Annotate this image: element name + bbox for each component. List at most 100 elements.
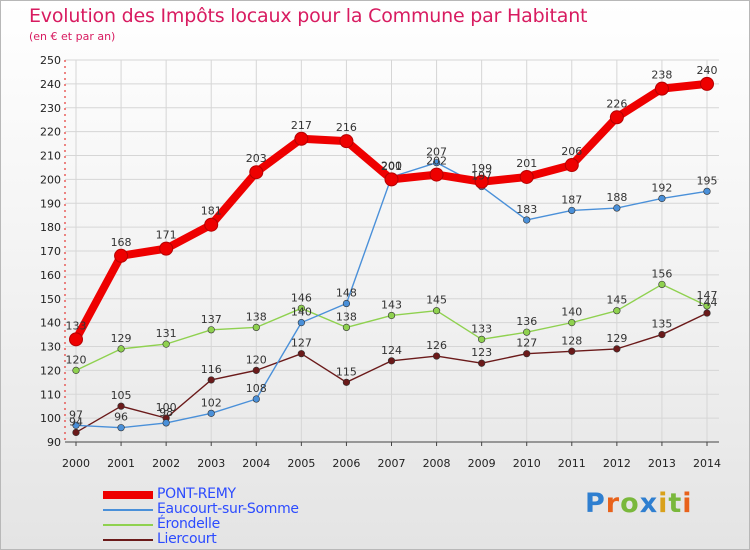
legend-swatch-erondelle xyxy=(103,523,153,526)
data-label: 140 xyxy=(561,306,582,319)
y-tick-label: 90 xyxy=(47,436,61,449)
data-label: 183 xyxy=(516,203,537,216)
y-tick-label: 220 xyxy=(40,126,61,139)
y-tick-label: 140 xyxy=(40,317,61,330)
y-tick-label: 100 xyxy=(40,412,61,425)
data-label: 128 xyxy=(561,334,582,347)
proxiti-logo: Proxiti xyxy=(585,488,693,519)
y-tick-label: 230 xyxy=(40,102,61,115)
x-tick-label: 2014 xyxy=(693,457,721,470)
data-point xyxy=(297,319,305,327)
data-label: 146 xyxy=(291,291,312,304)
data-label: 127 xyxy=(516,337,537,350)
data-point xyxy=(294,131,309,146)
data-label: 126 xyxy=(426,339,447,352)
data-point xyxy=(252,366,260,374)
data-point xyxy=(703,187,711,195)
data-label: 195 xyxy=(697,174,718,187)
data-label: 206 xyxy=(561,145,582,158)
data-point xyxy=(478,359,486,367)
data-label: 145 xyxy=(426,294,447,307)
data-label: 203 xyxy=(246,152,267,165)
data-point xyxy=(252,323,260,332)
data-point xyxy=(387,357,396,365)
data-label: 131 xyxy=(156,327,177,340)
legend-item-liercourt: Liercourt xyxy=(103,532,299,547)
legend-label-pont-remy: PONT-REMY xyxy=(157,486,236,502)
data-label: 96 xyxy=(114,411,128,424)
data-label: 143 xyxy=(381,298,402,311)
data-point xyxy=(613,204,621,212)
legend-swatch-eaucourt-sur-somme xyxy=(103,508,153,511)
data-point xyxy=(658,194,666,203)
data-label: 137 xyxy=(201,313,222,326)
data-label: 127 xyxy=(291,337,312,350)
legend-item-eaucourt-sur-somme: Eaucourt-sur-Somme xyxy=(103,502,299,517)
data-point xyxy=(613,345,621,353)
y-tick-label: 150 xyxy=(40,293,61,306)
data-point xyxy=(568,347,576,355)
data-label: 129 xyxy=(606,332,627,345)
data-label: 171 xyxy=(156,229,177,242)
data-point xyxy=(339,134,354,149)
data-label: 138 xyxy=(246,310,267,323)
data-label: 188 xyxy=(606,191,627,204)
x-tick-label: 2000 xyxy=(62,457,90,470)
grid xyxy=(65,59,719,443)
legend-label-erondelle: Érondelle xyxy=(157,516,220,532)
data-point xyxy=(342,323,351,332)
data-point xyxy=(700,76,714,91)
data-point xyxy=(342,378,351,386)
data-point xyxy=(117,424,125,432)
data-point xyxy=(297,350,305,358)
data-label: 144 xyxy=(697,296,718,309)
data-label: 202 xyxy=(426,155,447,168)
x-tick-label: 2001 xyxy=(107,457,135,470)
x-tick-label: 2010 xyxy=(513,457,541,470)
data-point xyxy=(72,366,80,374)
data-point xyxy=(249,165,264,180)
x-tick-label: 2007 xyxy=(378,457,406,470)
data-point xyxy=(117,345,125,353)
data-point xyxy=(162,340,170,348)
data-point xyxy=(523,328,531,336)
legend-label-liercourt: Liercourt xyxy=(157,531,217,547)
y-tick-label: 200 xyxy=(40,173,61,186)
y-tick-label: 240 xyxy=(40,78,61,91)
data-point xyxy=(72,428,80,437)
data-label: 197 xyxy=(471,170,492,183)
data-point xyxy=(429,167,444,182)
y-tick-label: 180 xyxy=(40,221,61,234)
data-point xyxy=(658,280,666,289)
logo-letter: o xyxy=(620,488,640,519)
data-point xyxy=(568,206,576,215)
data-label: 140 xyxy=(291,306,312,319)
data-point xyxy=(703,309,711,317)
x-tick-label: 2008 xyxy=(423,457,451,470)
series xyxy=(69,76,714,437)
logo-letter: i xyxy=(682,488,693,519)
logo-letter: x xyxy=(639,488,659,519)
x-tick-label: 2004 xyxy=(242,457,270,470)
data-label: 216 xyxy=(336,121,357,134)
data-label: 200 xyxy=(381,159,402,172)
x-tick-label: 2006 xyxy=(332,457,360,470)
data-point xyxy=(72,421,80,429)
data-point xyxy=(523,350,531,358)
data-label: 201 xyxy=(516,157,537,170)
data-label: 120 xyxy=(66,353,87,366)
chart-subtitle: (en € et par an) xyxy=(29,30,116,43)
data-point xyxy=(297,304,305,312)
data-point xyxy=(609,110,624,125)
legend-label-eaucourt-sur-somme: Eaucourt-sur-Somme xyxy=(157,501,299,517)
data-point xyxy=(432,159,441,167)
legend: PONT-REMY Eaucourt-sur-Somme Érondelle L… xyxy=(103,487,299,547)
y-tick-label: 170 xyxy=(40,245,61,258)
data-label: 192 xyxy=(651,181,672,194)
chart-title: Evolution des Impôts locaux pour la Comm… xyxy=(29,5,588,27)
data-label: 120 xyxy=(246,353,267,366)
data-point xyxy=(384,172,399,187)
legend-item-pont-remy: PONT-REMY xyxy=(103,487,299,502)
data-label: 98 xyxy=(159,406,173,419)
data-label: 201 xyxy=(381,160,402,173)
